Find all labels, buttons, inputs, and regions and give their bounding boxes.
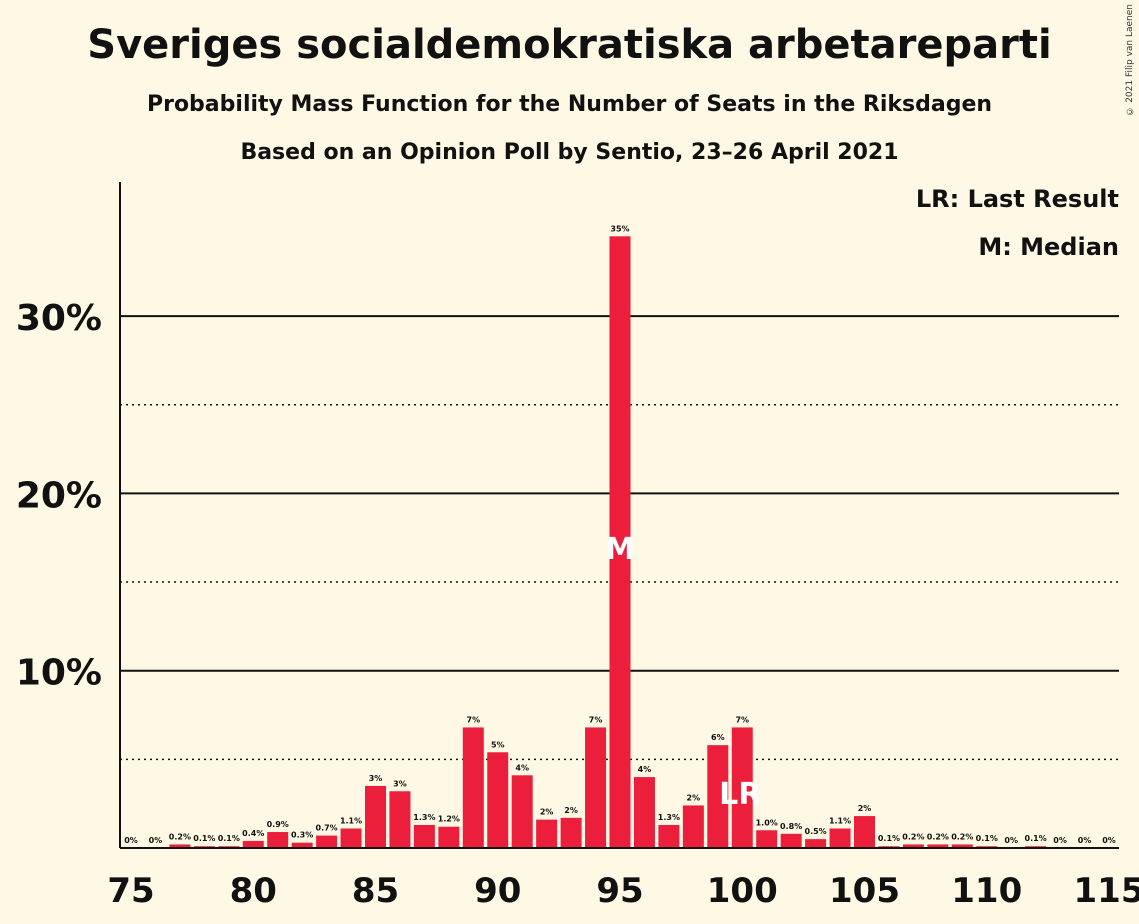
- bar: [780, 833, 802, 848]
- data-label: 35%: [610, 224, 629, 233]
- bar: [169, 844, 191, 848]
- bar: [413, 824, 435, 848]
- data-label: 4%: [515, 763, 529, 772]
- data-label: 0.2%: [169, 832, 191, 841]
- bar: [487, 752, 509, 848]
- data-label: 0.1%: [193, 834, 215, 843]
- last-result-marker: LR: [719, 777, 761, 812]
- data-label: 6%: [711, 733, 725, 742]
- bar: [902, 844, 924, 848]
- chart-subtitle: Probability Mass Function for the Number…: [146, 92, 993, 117]
- bar: [438, 826, 460, 848]
- bar: [805, 839, 827, 848]
- data-label: 0.2%: [902, 832, 924, 841]
- bar: [633, 777, 655, 848]
- data-label: 0%: [1004, 836, 1018, 845]
- data-label: 0.1%: [976, 834, 998, 843]
- y-tick-label: 20%: [16, 475, 102, 516]
- data-label: 0%: [1102, 836, 1116, 845]
- data-label: 0%: [124, 836, 138, 845]
- data-label: 1.2%: [438, 815, 460, 824]
- bar: [707, 745, 729, 848]
- x-tick-label: 75: [107, 871, 154, 911]
- bar: [462, 727, 484, 848]
- bar: [389, 791, 411, 848]
- y-tick-label: 30%: [16, 298, 102, 339]
- data-label: 7%: [735, 715, 749, 724]
- x-tick-label: 95: [596, 871, 643, 911]
- bar: [829, 828, 851, 848]
- data-label: 0.4%: [242, 829, 264, 838]
- x-tick-label: 110: [951, 871, 1022, 911]
- x-tick-label: 115: [1074, 871, 1139, 911]
- data-label: 0.3%: [291, 831, 313, 840]
- data-label: 1.0%: [756, 818, 778, 827]
- bar: [658, 824, 680, 848]
- data-label: 0.1%: [878, 834, 900, 843]
- data-label: 2%: [858, 804, 872, 813]
- bar: [951, 844, 973, 848]
- bar: [756, 830, 778, 848]
- legend-median: M: Median: [978, 233, 1119, 261]
- bar: [511, 775, 533, 848]
- data-label: 0%: [1078, 836, 1092, 845]
- bar: [560, 817, 582, 848]
- bar: [242, 840, 264, 848]
- bar: [682, 805, 704, 848]
- data-label: 1.1%: [340, 816, 362, 825]
- data-label: 0%: [149, 836, 163, 845]
- x-tick-label: 90: [474, 871, 521, 911]
- data-label: 0%: [1053, 836, 1067, 845]
- chart-source-line: Based on an Opinion Poll by Sentio, 23–2…: [240, 140, 899, 165]
- data-label: 0.1%: [1025, 834, 1047, 843]
- data-label: 0.7%: [316, 824, 338, 833]
- data-label: 1.3%: [658, 813, 680, 822]
- data-label: 0.9%: [267, 820, 289, 829]
- bar: [854, 816, 875, 848]
- data-label: 1.3%: [413, 813, 435, 822]
- data-label: 0.1%: [218, 834, 240, 843]
- data-label: 0.8%: [780, 822, 802, 831]
- data-label: 1.1%: [829, 816, 851, 825]
- legend-last-result: LR: Last Result: [915, 185, 1119, 213]
- data-label: 3%: [369, 774, 383, 783]
- data-label: 7%: [467, 715, 481, 724]
- bar: [291, 842, 313, 848]
- bar: [536, 819, 558, 848]
- data-label: 3%: [393, 779, 407, 788]
- data-label: 7%: [589, 715, 603, 724]
- data-label: 0.2%: [951, 832, 973, 841]
- data-label: 5%: [491, 740, 505, 749]
- bar: [365, 785, 386, 848]
- data-label: 2%: [687, 793, 701, 802]
- data-label: 2%: [540, 808, 554, 817]
- median-marker: M: [605, 532, 635, 567]
- bar: [731, 727, 753, 848]
- x-tick-label: 80: [230, 871, 277, 911]
- bar: [316, 835, 338, 848]
- data-label: 0.2%: [927, 832, 949, 841]
- data-label: 0.5%: [805, 827, 827, 836]
- bar: [585, 727, 607, 848]
- chart-title: Sveriges socialdemokratiska arbetarepart…: [87, 22, 1052, 68]
- bar: [927, 844, 949, 848]
- x-tick-label: 105: [829, 871, 900, 911]
- x-tick-label: 85: [352, 871, 399, 911]
- data-label: 4%: [638, 765, 652, 774]
- data-label: 2%: [564, 806, 578, 815]
- bar: [340, 828, 362, 848]
- y-tick-label: 10%: [16, 653, 102, 694]
- x-tick-label: 100: [707, 871, 778, 911]
- bar: [267, 832, 289, 848]
- bar: [609, 236, 631, 848]
